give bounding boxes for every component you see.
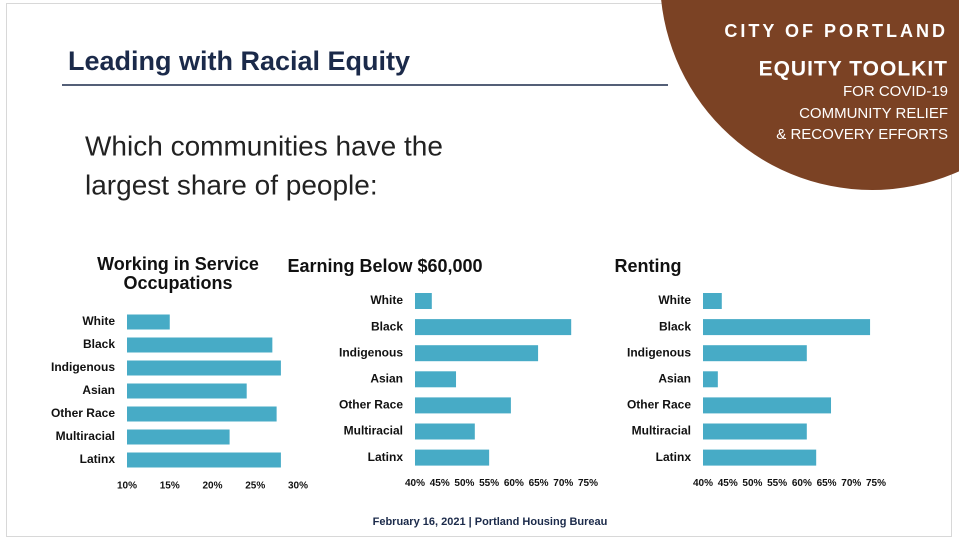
category-label: Latinx [80,452,116,466]
bar [415,319,572,336]
x-tick-label: 65% [529,478,549,489]
x-tick-label: 10% [117,481,137,492]
category-label: Other Race [51,406,115,420]
bar [415,449,490,466]
bar [415,293,432,309]
category-label: White [370,293,403,307]
title: Leading with Racial Equity [68,46,410,76]
category-label: White [82,314,115,328]
bar [127,452,281,468]
bar [127,337,273,353]
bar [415,345,539,362]
badge [661,0,959,190]
x-tick-label: 75% [578,478,598,489]
badge-line: & RECOVERY EFFORTS [776,126,948,143]
bar [127,406,277,422]
x-tick-label: 55% [479,478,499,489]
bar [127,360,281,376]
x-tick-label: 30% [288,481,308,492]
category-label: Black [83,337,115,351]
x-tick-label: 75% [866,478,886,489]
x-tick-label: 50% [742,478,762,489]
bar [127,383,247,399]
x-tick-label: 60% [504,478,524,489]
badge-line: FOR COVID-19 [843,83,948,100]
category-label: Latinx [368,450,404,464]
bar [703,319,871,336]
x-tick-label: 25% [245,481,265,492]
category-label: Indigenous [339,345,403,359]
category-label: Indigenous [51,360,115,374]
bar [703,371,718,388]
category-label: Other Race [627,398,691,412]
category-label: Latinx [656,450,692,464]
bar [703,449,817,466]
bar [703,345,807,362]
x-tick-label: 15% [160,481,180,492]
x-tick-label: 40% [405,478,425,489]
category-label: Multiracial [56,429,115,443]
footer: February 16, 2021 | Portland Housing Bur… [373,516,608,528]
chart-title: Earning Below $60,000 [287,256,483,276]
bar [127,429,230,445]
bar [703,423,807,440]
category-label: Other Race [339,398,403,412]
x-tick-label: 40% [693,478,713,489]
category-label: Black [371,319,403,333]
x-tick-label: 65% [817,478,837,489]
badge-line: EQUITY TOOLKIT [759,58,948,81]
bar [415,423,475,440]
bar [415,397,511,414]
category-label: Asian [82,383,115,397]
chart-title: Renting [614,256,682,276]
x-tick-label: 50% [454,478,474,489]
x-tick-label: 45% [430,478,450,489]
category-label: Multiracial [344,424,403,438]
x-tick-label: 55% [767,478,787,489]
x-tick-label: 70% [841,478,861,489]
category-label: Black [659,319,691,333]
bar [703,293,722,309]
chart-title: Working in Service Occupations [97,254,259,293]
bar [415,371,457,388]
x-tick-label: 70% [553,478,573,489]
bar [703,397,832,414]
x-tick-label: 45% [718,478,738,489]
x-tick-label: 60% [792,478,812,489]
category-label: Indigenous [627,345,691,359]
question: Which communities have the [85,130,443,161]
category-label: Asian [370,371,403,385]
question: largest share of people: [85,169,378,200]
category-label: Multiracial [632,424,691,438]
x-tick-label: 20% [202,481,222,492]
category-label: Asian [658,371,691,385]
category-label: White [658,293,691,307]
badge-line: COMMUNITY RELIEF [799,105,948,122]
badge-line: CITY OF PORTLAND [724,21,948,41]
bar [127,314,170,330]
